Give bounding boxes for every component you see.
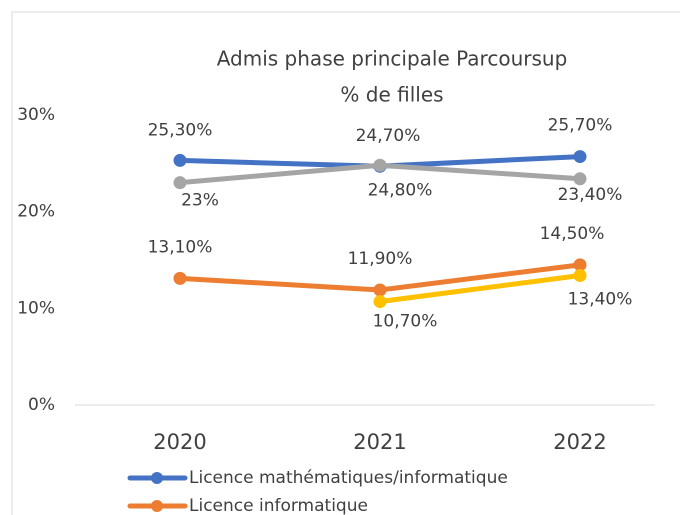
data-label: 25,30% [148,120,213,140]
data-label: 25,70% [548,116,613,136]
point [573,268,587,282]
point [373,283,387,297]
chart-frame [11,11,680,515]
y-tick-label: 20% [17,202,55,222]
data-label: 23,40% [558,185,623,205]
data-label: 11,90% [348,249,413,269]
legend-label: Licence informatique [189,496,368,515]
x-tick-label: 2022 [553,430,606,454]
point [373,295,387,309]
point [373,158,387,172]
point [573,172,587,186]
point [173,176,187,190]
legend-marker [151,500,163,512]
data-label: 14,50% [540,224,605,244]
point [573,150,587,164]
data-label: 13,10% [148,237,213,257]
point [173,153,187,167]
y-tick-label: 10% [17,298,55,318]
chart-title: Admis phase principale Parcoursup [217,47,568,71]
data-label: 13,40% [568,289,633,309]
data-label: 24,80% [368,180,433,200]
legend-marker [151,472,163,484]
data-label: 10,70% [373,312,438,332]
chart-subtitle: % de filles [340,83,443,107]
data-label: 23% [181,191,219,211]
x-tick-label: 2020 [153,430,206,454]
point [573,258,587,272]
legend-label: Licence mathématiques/informatique [189,468,508,488]
series-line [377,272,583,305]
point [173,271,187,285]
data-label: 24,70% [356,126,421,146]
y-tick-label: 30% [17,105,55,125]
y-tick-label: 0% [28,395,55,415]
x-tick-label: 2021 [353,430,406,454]
